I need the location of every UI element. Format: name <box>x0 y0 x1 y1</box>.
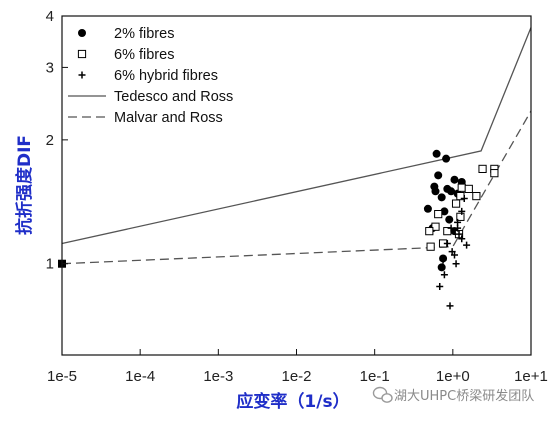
y-tick-label: 1 <box>46 256 54 273</box>
data-point <box>472 191 481 201</box>
data-point <box>431 187 440 196</box>
x-axis-ticks: 1e-5 1e-4 1e-3 1e-2 1e-1 1e+0 1e+1 <box>47 349 548 385</box>
series-points <box>58 149 499 310</box>
data-point <box>442 154 451 163</box>
x-tick-label: 1e-4 <box>125 368 155 385</box>
legend-marker <box>78 71 86 79</box>
legend-marker <box>78 29 86 37</box>
y-tick-label: 3 <box>46 59 54 76</box>
data-point <box>458 207 466 215</box>
data-point <box>431 222 440 231</box>
legend: 2% fibres 6% fibres 6% hybrid fibres Tedesc… <box>68 26 233 126</box>
series-line-4 <box>61 110 532 265</box>
x-tick-label: 1e-3 <box>203 368 233 385</box>
x-axis-title: 应变率（1/s） <box>236 391 349 412</box>
data-point <box>450 251 458 259</box>
y-axis-ticks: 1 2 3 4 <box>46 8 68 273</box>
data-point <box>423 204 432 213</box>
data-point <box>434 171 443 180</box>
data-point <box>436 283 444 291</box>
data-point <box>437 193 446 202</box>
watermark: 湖大UHPC桥梁研发团队 <box>372 386 534 404</box>
data-point <box>451 199 461 208</box>
x-tick-label: 1e+0 <box>436 368 470 385</box>
data-point <box>447 224 455 232</box>
series-line-3 <box>61 27 532 245</box>
data-point <box>426 242 435 251</box>
data-point <box>478 164 487 174</box>
data-point <box>452 260 460 268</box>
y-tick-label: 2 <box>46 132 54 149</box>
data-point <box>490 169 499 178</box>
series-lines <box>61 27 532 265</box>
data-point <box>437 263 446 272</box>
x-tick-label: 1e-2 <box>281 368 311 385</box>
x-tick-label: 1e-1 <box>360 368 390 385</box>
x-tick-label: 1e-5 <box>47 368 77 385</box>
data-point <box>425 227 434 236</box>
data-point <box>434 210 443 219</box>
data-point <box>450 175 459 184</box>
legend-marker <box>77 49 87 59</box>
legend-label: Tedesco and Ross <box>114 89 233 105</box>
data-point <box>446 302 454 310</box>
data-point <box>464 184 473 193</box>
data-point <box>443 239 451 247</box>
legend-label: 6% fibres <box>114 47 174 63</box>
data-point <box>440 271 448 279</box>
data-point <box>460 195 468 203</box>
data-point <box>445 215 454 224</box>
data-point <box>432 149 441 158</box>
data-point <box>457 183 466 192</box>
data-point <box>456 212 465 221</box>
watermark-text: 湖大UHPC桥梁研发团队 <box>394 388 534 404</box>
data-point <box>440 207 449 216</box>
data-point <box>454 224 462 232</box>
data-point <box>439 256 447 264</box>
legend-label: 2% fibres <box>114 26 174 42</box>
legend-label: 6% hybrid fibres <box>114 68 218 84</box>
y-tick-label: 4 <box>46 8 54 25</box>
data-point <box>463 241 471 249</box>
legend-label: Malvar and Ross <box>114 110 223 126</box>
data-point <box>455 230 463 238</box>
data-point <box>458 235 466 243</box>
data-point <box>447 187 456 196</box>
x-tick-label: 1e+1 <box>514 368 548 385</box>
wechat-icon <box>372 386 393 403</box>
y-axis-title: 抗折强度DIF <box>14 135 35 235</box>
